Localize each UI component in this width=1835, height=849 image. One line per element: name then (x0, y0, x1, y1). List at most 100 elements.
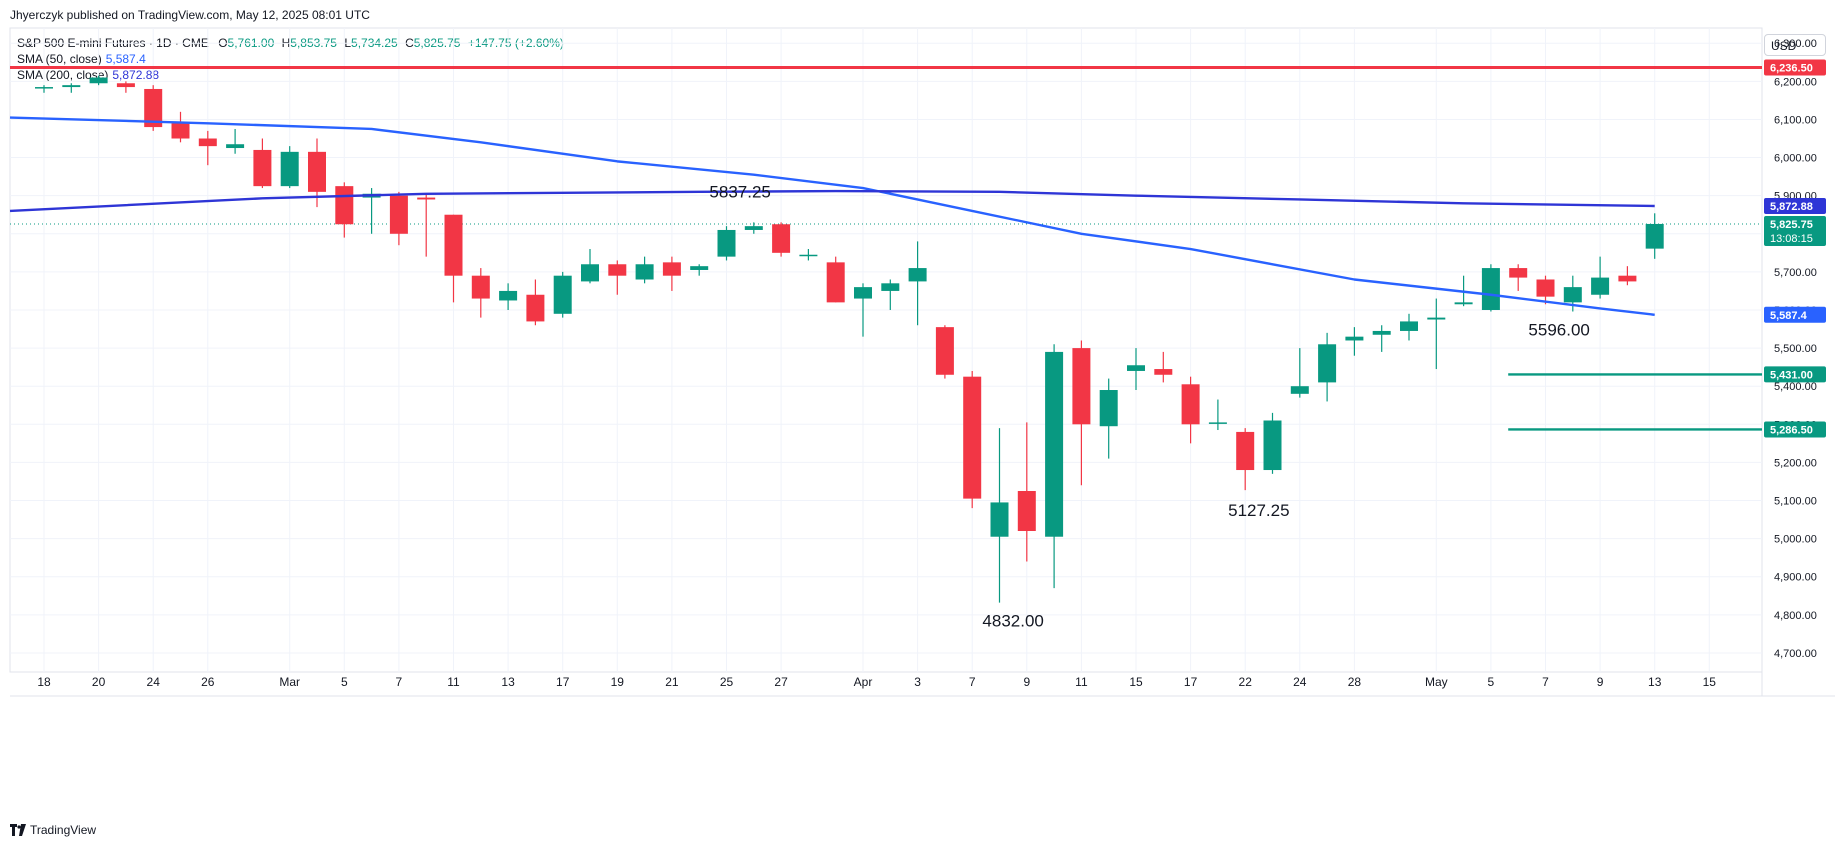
candle (1017, 422, 1036, 562)
x-tick-label: 15 (1703, 675, 1717, 689)
candle-body (1127, 365, 1145, 371)
candle-body (171, 123, 190, 139)
currency-button[interactable]: USD (1764, 34, 1826, 56)
candle-body (444, 214, 463, 276)
candle-body (963, 376, 982, 499)
candle (1318, 332, 1337, 402)
candle-body (1290, 386, 1309, 394)
sma200-value: 5,872.88 (112, 68, 160, 82)
candle-body (1208, 422, 1227, 424)
sma200-legend[interactable]: SMA (200, close) 5,872.88 (17, 68, 159, 82)
candle-body (1481, 268, 1500, 310)
price-annotation: 5596.00 (1528, 321, 1589, 340)
candle-body (1318, 344, 1337, 383)
candle-body (690, 266, 709, 270)
candle-body (854, 287, 872, 299)
candle (1045, 344, 1064, 589)
x-tick-label: 21 (665, 675, 679, 689)
candle (854, 283, 872, 337)
x-tick-label: 19 (611, 675, 625, 689)
candle-body (1099, 390, 1118, 427)
x-tick-label: 11 (447, 675, 460, 689)
y-tick-label: 5,000.00 (1774, 534, 1817, 546)
candle (1400, 313, 1418, 341)
sma50-legend[interactable]: SMA (50, close) 5,587.4 (17, 52, 146, 66)
candle-body (935, 327, 954, 375)
candle-body (826, 262, 845, 303)
candle-body (1563, 287, 1582, 303)
candle-body (417, 197, 436, 200)
candle (253, 138, 272, 189)
sma200-label: SMA (200, close) (17, 68, 109, 82)
support-1-price-tag (1764, 366, 1826, 383)
candle (1536, 275, 1555, 305)
candle-body (1536, 279, 1555, 297)
x-tick-label: 17 (556, 675, 570, 689)
x-tick-label: 13 (501, 675, 515, 689)
candle-body (253, 149, 272, 187)
candle (717, 226, 736, 261)
price-annotation: 5127.25 (1228, 501, 1289, 520)
sma200-price-label: 5,872.88 (1770, 201, 1813, 213)
candle (1481, 264, 1500, 312)
x-tick-label: 15 (1129, 675, 1143, 689)
countdown-label: 13:08:15 (1770, 233, 1813, 245)
candle (1372, 325, 1391, 352)
published-line: Jhyerczyk published on TradingView.com, … (10, 8, 370, 22)
candle (444, 214, 463, 303)
candle-body (226, 144, 245, 149)
candle (990, 428, 1009, 603)
candle (280, 146, 299, 189)
support-1-price-label: 5,431.00 (1770, 369, 1813, 381)
x-tick-label: 20 (92, 675, 106, 689)
candle-body (144, 88, 163, 128)
x-tick-label: 28 (1348, 675, 1362, 689)
candle (963, 370, 982, 509)
candle (553, 271, 572, 318)
footer-brand[interactable]: TradingView (10, 823, 96, 837)
x-tick-label: 24 (147, 675, 161, 689)
candle-body (1372, 330, 1391, 335)
candle-body (1345, 336, 1364, 341)
x-tick-label: 7 (969, 675, 976, 689)
y-tick-label: 5,500.00 (1774, 343, 1817, 355)
candle (608, 260, 627, 295)
candle-body (35, 87, 53, 89)
candle-body (553, 275, 572, 314)
price-annotation: 5837.25 (709, 183, 770, 202)
candle (35, 85, 53, 93)
candle (335, 182, 354, 238)
price-annotation: 4832.00 (982, 612, 1043, 631)
sma50-line (9, 116, 1655, 316)
candle (772, 222, 791, 257)
candle-body (1045, 351, 1064, 537)
sma200-price-label-tag (1764, 198, 1826, 215)
candle-body (1236, 431, 1255, 471)
x-tick-label: 24 (1293, 675, 1307, 689)
candle-body (280, 151, 299, 187)
x-tick-label: 25 (720, 675, 734, 689)
candle (1263, 412, 1282, 474)
candle-body (1591, 277, 1610, 295)
candle (1645, 213, 1664, 259)
candle-body (1645, 223, 1664, 249)
y-tick-label: 4,700.00 (1774, 648, 1817, 660)
candle-body (1618, 275, 1637, 282)
candle-body (1427, 317, 1446, 320)
candle-body (389, 195, 408, 234)
candle (89, 75, 108, 86)
candle (1127, 348, 1145, 391)
y-tick-label: 6,000.00 (1774, 153, 1817, 165)
sma50-price-label-tag (1764, 306, 1826, 323)
candle-body (744, 226, 763, 230)
candle (881, 279, 900, 310)
candle (171, 111, 190, 143)
resistance-price-tag (1764, 59, 1826, 76)
candle-body (116, 83, 135, 88)
x-tick-label: 26 (201, 675, 215, 689)
last-price-label-tag (1764, 215, 1826, 246)
candle (690, 264, 709, 276)
candle-body (772, 224, 791, 253)
candle (62, 83, 81, 93)
